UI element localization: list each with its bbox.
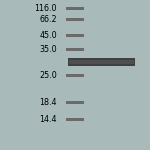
Bar — [66, 18, 84, 21]
Text: 25.0: 25.0 — [39, 70, 57, 80]
Bar — [66, 34, 84, 37]
Bar — [66, 118, 84, 121]
Text: 45.0: 45.0 — [39, 31, 57, 40]
Text: 18.4: 18.4 — [39, 98, 57, 107]
Bar — [68, 58, 135, 66]
Bar — [69, 60, 134, 64]
Bar — [66, 7, 84, 10]
Bar — [66, 74, 84, 76]
Bar — [66, 101, 84, 104]
Text: 35.0: 35.0 — [39, 45, 57, 54]
Bar — [66, 48, 84, 51]
Text: 14.4: 14.4 — [39, 115, 57, 124]
Text: 116.0: 116.0 — [34, 4, 57, 13]
Text: 66.2: 66.2 — [39, 15, 57, 24]
